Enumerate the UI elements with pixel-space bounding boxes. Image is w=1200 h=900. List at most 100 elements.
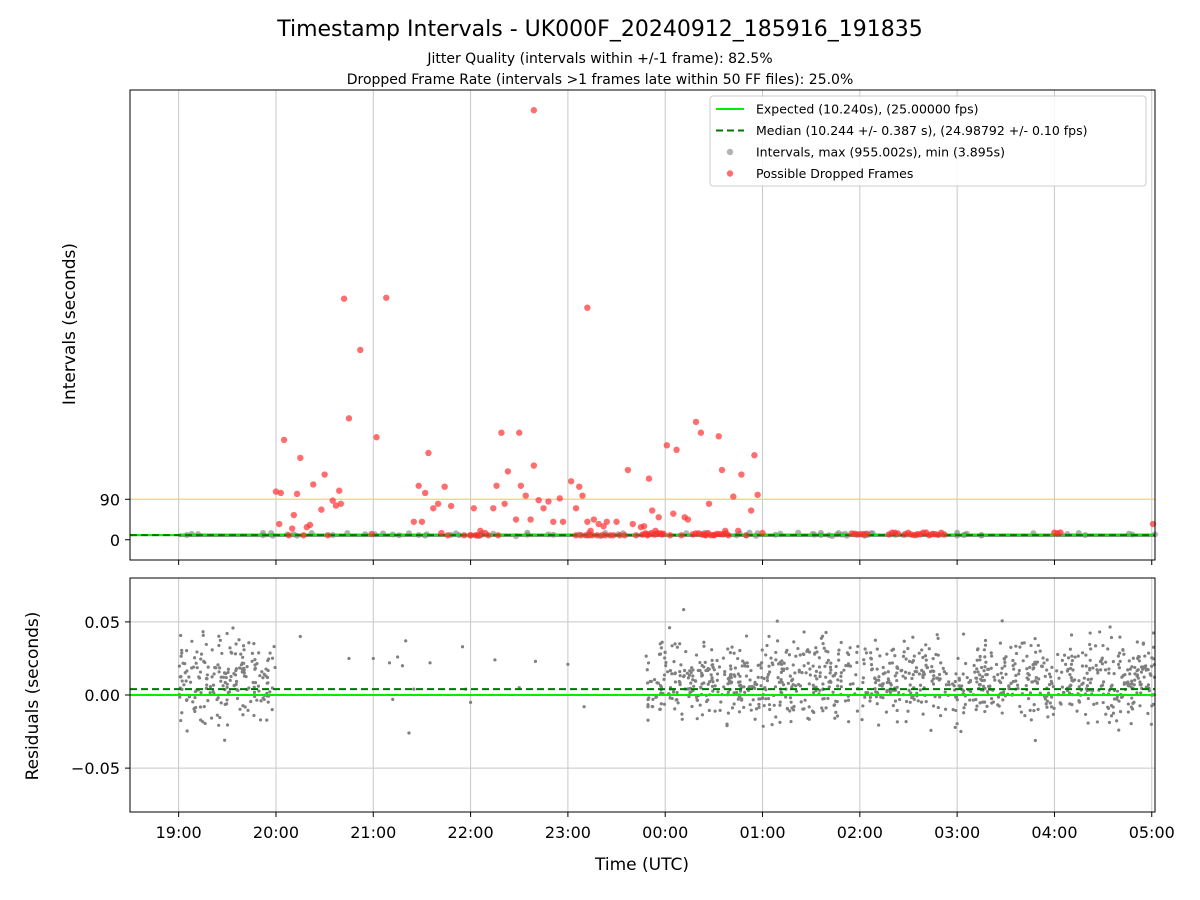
residual-point [821,641,825,646]
dropped-point [383,294,390,301]
residual-point [996,703,1000,707]
residual-point [792,640,796,644]
residual-point [969,689,973,694]
residual-point [238,666,242,670]
residual-point [713,684,717,688]
residual-point [652,678,657,682]
residual-point [736,656,740,661]
residual-point [206,699,210,703]
dropped-point [666,532,674,539]
residual-point [798,653,802,657]
residual-point [730,706,735,710]
residual-point [664,664,668,668]
residual-point [244,675,248,679]
dropped-point [550,518,557,525]
dropped-point [498,429,505,436]
residual-point [239,652,243,656]
residual-point [953,725,957,729]
residual-point [756,675,760,679]
residual-point [1067,691,1072,695]
dropped-point [613,518,620,525]
residual-point [218,715,222,720]
residual-point [855,650,859,654]
x-tick-label: 20:00 [253,823,299,842]
residual-point [404,639,408,643]
residual-point [773,685,778,689]
residual-point [806,661,810,665]
residual-point [931,682,936,686]
residual-point [1135,691,1139,695]
residual-point [1099,668,1103,672]
residual-point [971,698,975,702]
residual-point [824,675,828,679]
dropped-point [340,295,348,302]
residual-point [1019,710,1024,714]
x-tick-label: 02:00 [837,823,883,842]
residual-point [745,661,749,665]
dropped-point [415,482,422,489]
residual-point [715,672,720,676]
residual-point [699,686,703,690]
residual-point [1046,715,1050,719]
residual-point [1146,683,1150,687]
residual-point [270,656,275,660]
residual-point [181,661,185,665]
residual-point [1004,672,1008,676]
residual-point [895,671,899,675]
dropped-point [863,530,870,537]
residual-point [1129,705,1133,709]
residual-point [1033,738,1037,743]
residual-point [221,675,226,679]
residual-point [785,707,790,711]
residual-point [983,655,987,659]
residual-point [868,695,873,700]
residual-point [877,675,881,679]
residual-point [1109,635,1114,640]
residual-point [257,689,261,693]
residual-point [1073,655,1077,659]
residual-point [1088,658,1092,662]
residual-point [1139,691,1143,695]
residual-point [1086,721,1090,725]
residual-point [963,702,967,707]
residual-point [788,709,792,713]
residual-point [759,666,763,670]
x-tick-label: 01:00 [739,823,785,842]
residual-point [711,689,715,693]
residual-point [1130,682,1134,686]
residual-point [754,707,759,711]
residual-point [770,723,774,727]
residual-point [868,699,872,703]
legend: Expected (10.240s), (25.00000 fps) Median… [709,95,1147,187]
residual-point [1138,704,1142,708]
residual-point [846,698,851,702]
residual-point [242,648,246,652]
residual-point [225,631,229,636]
residual-point [240,670,244,674]
residual-point [726,690,731,694]
dropped-point [277,489,285,497]
dropped-point [697,429,705,436]
residual-point [885,690,889,694]
residual-point [881,672,885,676]
residual-point [687,673,692,677]
residual-point [728,651,732,655]
residual-point [1101,683,1105,687]
residual-point [801,707,805,711]
dropped-point [673,446,680,454]
residual-point [875,647,879,651]
residual-point [177,664,181,668]
residual-point [258,674,262,678]
residual-point [1015,683,1020,687]
residual-point [1056,652,1060,657]
residual-point [1115,689,1120,693]
residual-point [347,656,351,661]
residual-point [647,696,651,700]
residual-point [1041,656,1045,660]
residual-point [264,674,268,678]
residual-point [864,651,869,655]
residual-point [1101,643,1105,648]
residual-point [702,640,706,644]
residual-point [682,608,686,612]
